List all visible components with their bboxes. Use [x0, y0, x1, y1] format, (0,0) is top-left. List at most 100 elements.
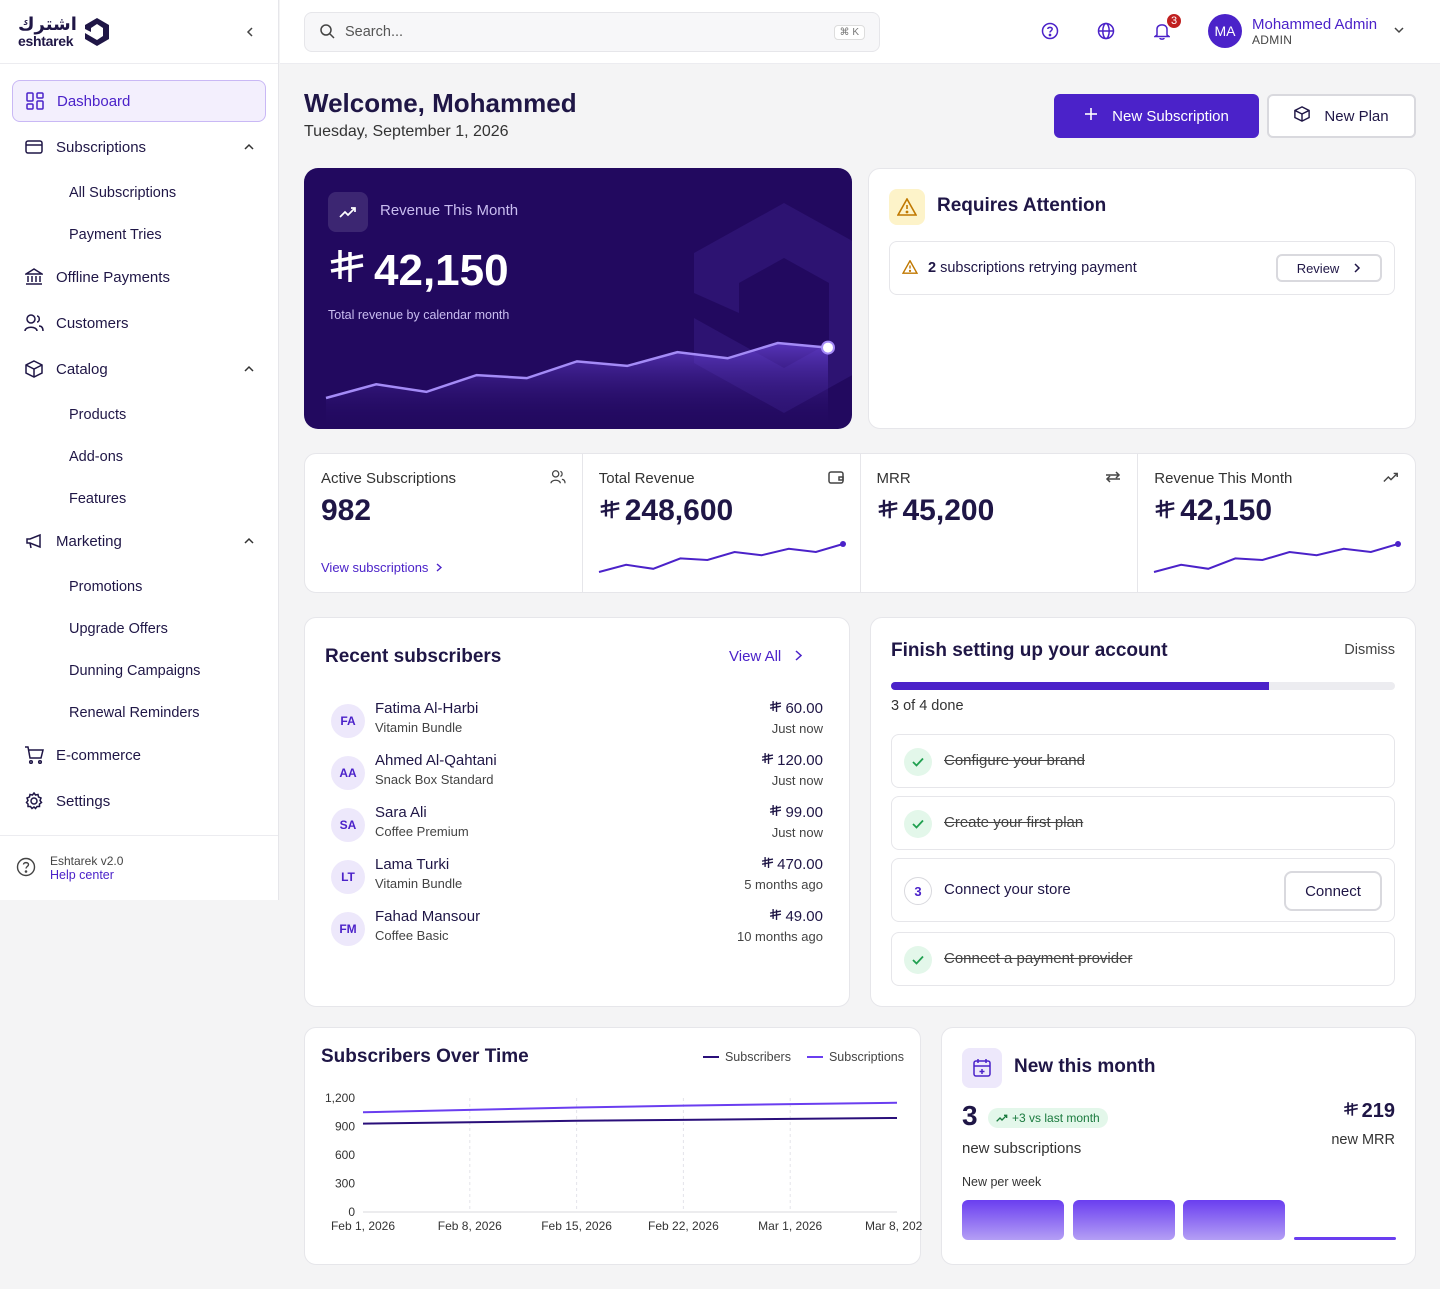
new-plan-button[interactable]: New Plan	[1267, 94, 1416, 138]
nav-dunning-campaigns[interactable]: Dunning Campaigns	[69, 663, 201, 679]
nav-marketing[interactable]: Marketing	[12, 520, 266, 562]
setup-title: Finish setting up your account	[891, 640, 1168, 661]
collapse-sidebar-icon[interactable]	[240, 22, 260, 42]
nav-customers[interactable]: Customers	[12, 302, 266, 344]
sidebar: اشترك eshtarek Dashboard Subscriptions A…	[0, 0, 279, 900]
globe-icon[interactable]	[1095, 20, 1117, 42]
delta-badge: +3 vs last month	[988, 1108, 1108, 1128]
subscriber-amount: 60.00	[769, 700, 823, 717]
chevron-right-icon	[1353, 261, 1361, 276]
nav-label: Marketing	[56, 532, 122, 550]
subscriber-row[interactable]: AA Ahmed Al-Qahtani Snack Box Standard 120.…	[331, 752, 823, 796]
search-icon	[319, 23, 335, 42]
nav-settings[interactable]: Settings	[12, 780, 266, 822]
setup-step[interactable]: Create your first plan	[891, 796, 1395, 850]
revenue-hero-card: Revenue This Month 42,150 Total revenue …	[304, 168, 852, 429]
setup-progress-bar	[891, 682, 1395, 690]
nav-add-ons[interactable]: Add-ons	[69, 449, 124, 465]
subscriber-row[interactable]: SA Sara Ali Coffee Premium 99.00 Just now	[331, 804, 823, 848]
x-tick-label: Mar 1, 2026	[758, 1219, 822, 1233]
view-subscriptions-link[interactable]: View subscriptions	[321, 560, 443, 575]
nav-upgrade-offers[interactable]: Upgrade Offers	[69, 621, 168, 637]
review-button[interactable]: Review	[1276, 254, 1382, 282]
new-subscription-button[interactable]: New Subscription	[1054, 94, 1259, 138]
series-line-subscribers	[362, 1101, 898, 1114]
subscriber-name: Fahad Mansour	[375, 908, 481, 925]
nav-dashboard[interactable]: Dashboard	[12, 80, 266, 122]
package-icon	[1294, 106, 1311, 126]
search-bar[interactable]: Search... ⌘ K	[304, 12, 880, 52]
nav-offline-payments[interactable]: Offline Payments	[12, 256, 266, 298]
nav-label: E-commerce	[56, 746, 142, 764]
user-menu[interactable]: MA Mohammed Admin ADMIN	[1208, 14, 1405, 48]
view-all-link[interactable]: View All	[729, 648, 803, 665]
current-date: Tuesday, September 1, 2026	[304, 123, 509, 140]
week-bar	[1072, 1200, 1175, 1240]
main-nav: Dashboard Subscriptions All Subscription…	[0, 64, 278, 842]
stat-value: 45,200	[877, 494, 994, 528]
stat-revenue-this-month: Revenue This Month 42,150	[1138, 454, 1415, 592]
chart-title: Subscribers Over Time	[321, 1046, 529, 1067]
cart-icon	[24, 745, 44, 765]
step-label: Configure your brand	[944, 752, 1085, 769]
step-number: 3	[904, 877, 932, 905]
logo-english: eshtarek	[18, 32, 74, 49]
subscriber-row[interactable]: FA Fatima Al-Harbi Vitamin Bundle 60.00 Just…	[331, 700, 823, 744]
stat-active-subscriptions: Active Subscriptions 982 View subscripti…	[305, 454, 583, 592]
search-input[interactable]: Search...	[345, 24, 404, 40]
subscriber-plan: Coffee Basic	[375, 928, 449, 943]
subscriber-plan: Vitamin Bundle	[375, 720, 463, 735]
check-icon	[904, 946, 932, 974]
subscriber-row[interactable]: FM Fahad Mansour Coffee Basic 49.00 10 month…	[331, 908, 823, 952]
step-label: Create your first plan	[944, 814, 1084, 831]
setup-count: 3 of 4 done	[891, 698, 964, 714]
warning-icon	[889, 189, 925, 225]
nav-promotions[interactable]: Promotions	[69, 579, 143, 595]
gear-icon	[24, 791, 44, 811]
hero-value: 42,150	[328, 246, 509, 296]
calendar-plus-icon	[962, 1048, 1002, 1088]
hero-trend-area	[326, 343, 828, 429]
help-circle-icon	[16, 857, 36, 880]
attention-count: 2	[928, 260, 937, 276]
riyal-icon	[877, 494, 899, 528]
riyal-icon	[769, 908, 782, 925]
nav-features[interactable]: Features	[69, 491, 127, 507]
subscriber-time: Just now	[771, 721, 823, 736]
y-tick-label: 1,200	[325, 1091, 355, 1105]
connect-button[interactable]: Connect	[1284, 871, 1382, 911]
bell-icon[interactable]: 3	[1151, 12, 1183, 42]
sparkline-path	[1153, 543, 1399, 573]
nav-ecommerce[interactable]: E-commerce	[12, 734, 266, 776]
link-label: View All	[729, 648, 782, 665]
series-line-subscriptions	[362, 1116, 898, 1125]
y-tick-label: 300	[335, 1177, 355, 1191]
subscriber-row[interactable]: LT Lama Turki Vitamin Bundle 470.00 5 months…	[331, 856, 823, 900]
setup-step[interactable]: Configure your brand	[891, 734, 1395, 788]
nav-catalog[interactable]: Catalog	[12, 348, 266, 390]
dismiss-button[interactable]: Dismiss	[1344, 642, 1395, 658]
help-icon[interactable]	[1039, 20, 1061, 42]
nav-payment-tries[interactable]: Payment Tries	[69, 227, 162, 243]
attention-card: Requires Attention 2 subscriptions retry…	[868, 168, 1416, 429]
stat-amount: 42,150	[1180, 494, 1273, 527]
attention-title: Requires Attention	[937, 195, 1107, 216]
logo[interactable]: اشترك eshtarek	[18, 15, 111, 49]
setup-step[interactable]: Connect a payment provider	[891, 932, 1395, 986]
nav-all-subscriptions[interactable]: All Subscriptions	[69, 185, 177, 201]
help-center-link[interactable]: Help center	[50, 868, 114, 882]
stat-label: Active Subscriptions	[321, 470, 457, 487]
subscribers-line-chart: 0 300 600 900 1,200 Feb 1, 2026 Feb 8, 2026 Feb…	[325, 1091, 922, 1233]
y-tick-label: 600	[335, 1148, 355, 1162]
setup-progress-fill	[891, 682, 1269, 690]
nav-renewal-reminders[interactable]: Renewal Reminders	[69, 705, 200, 721]
nav-label: Customers	[56, 314, 129, 332]
nav-products[interactable]: Products	[69, 407, 127, 423]
check-icon	[904, 810, 932, 838]
sidebar-footer: Eshtarek v2.0 Help center	[0, 835, 278, 900]
setup-step[interactable]: 3 Connect your store Connect	[891, 858, 1395, 922]
stat-value: 248,600	[599, 494, 733, 528]
nav-subscriptions[interactable]: Subscriptions	[12, 126, 266, 168]
revenue-month-sparkline	[1153, 541, 1402, 573]
check-icon	[904, 748, 932, 776]
